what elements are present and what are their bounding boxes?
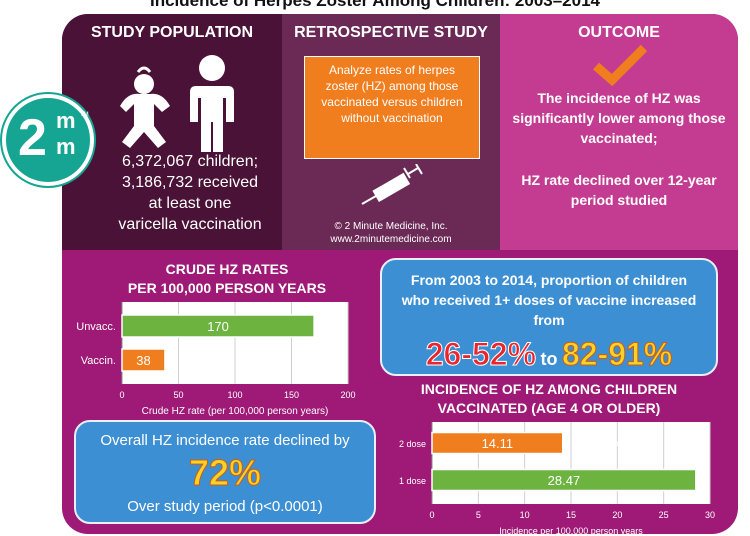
retrospective-study-header: RETROSPECTIVE STUDY bbox=[294, 24, 488, 41]
copyright-block: © 2 Minute Medicine, Inc. www.2minutemed… bbox=[282, 220, 500, 246]
checkmark-icon bbox=[593, 44, 648, 86]
outcome-text-2: HZ rate declined over 12-year period stu… bbox=[521, 172, 717, 208]
x-tick-label: 25 bbox=[659, 510, 669, 520]
population-line-3: at least one bbox=[148, 195, 232, 212]
study-aim-box: Analyze rates of herpes zoster (HZ) amon… bbox=[304, 56, 480, 159]
incidence-chart-title: INCIDENCE OF HZ AMONG CHILDREN VACCINATE… bbox=[380, 380, 718, 418]
infographic-card: STUDY POPULATION 6,372,067 children; 3,1… bbox=[62, 14, 738, 534]
overall-decline-line-2: Over study period (p<0.0001) bbox=[127, 498, 323, 515]
category-label: Vaccin. bbox=[81, 355, 116, 367]
bar bbox=[121, 348, 166, 372]
vaccination-range: 26-52% to 82-91% bbox=[382, 336, 716, 373]
bar-value-label: 170 bbox=[207, 319, 229, 334]
p-value-annotation: (p<0.0001) bbox=[591, 439, 635, 449]
crude-chart-title-line-1: CRUDE HZ RATES bbox=[165, 261, 289, 277]
crude-hz-rates-chart: 0 50 100 150 200 170 Unvacc. 38 Vaccin. (p<0.0001… bbox=[76, 302, 356, 417]
incidence-chart-title-line-2: VACCINATED (AGE 4 OR OLDER) bbox=[437, 400, 661, 416]
population-line-4: varicella vaccination bbox=[118, 216, 262, 233]
logo-two: 2 bbox=[18, 109, 47, 167]
logo-m-top: m bbox=[56, 108, 76, 133]
category-label: 1 dose bbox=[399, 476, 426, 486]
x-tick-label: 5 bbox=[476, 510, 481, 520]
outcome-panel: OUTCOME The incidence of HZ was signific… bbox=[500, 14, 738, 250]
range-to: 82-91% bbox=[561, 336, 673, 373]
bar bbox=[431, 431, 564, 455]
bar bbox=[431, 468, 697, 492]
x-tick-label: 30 bbox=[705, 510, 715, 520]
outcome-header: OUTCOME bbox=[578, 24, 660, 41]
x-axis-label: Incidence per 100,000 person years bbox=[499, 526, 643, 534]
logo-m-bottom: m bbox=[56, 134, 76, 159]
incidence-vaccinated-chart: 0 5 10 15 20 25 30 14.11 2 dose 28.47 1 dose (p<0.0… bbox=[399, 422, 715, 534]
x-tick-label: 20 bbox=[612, 510, 622, 520]
x-tick-label: 10 bbox=[520, 510, 530, 520]
population-line-2: 3,186,732 received bbox=[121, 174, 259, 191]
website-link[interactable]: www.2minutemedicine.com bbox=[330, 234, 452, 245]
overall-decline-percent: 72% bbox=[188, 452, 262, 494]
x-tick-label: 0 bbox=[119, 390, 124, 400]
vaccination-proportion-text: From 2003 to 2014, proportion of childre… bbox=[401, 272, 697, 328]
bar bbox=[121, 314, 315, 338]
category-label: Unvacc. bbox=[76, 321, 116, 333]
copyright-text: © 2 Minute Medicine, Inc. bbox=[334, 221, 448, 232]
range-to-word: to bbox=[540, 349, 558, 369]
x-tick-label: 15 bbox=[566, 510, 576, 520]
page-title: Incidence of Herpes Zoster Among Childre… bbox=[149, 0, 600, 10]
category-label: 2 dose bbox=[399, 439, 426, 449]
bar-value-label: 28.47 bbox=[548, 473, 581, 488]
x-tick-label: 150 bbox=[284, 390, 299, 400]
study-population-header: STUDY POPULATION bbox=[90, 24, 254, 41]
x-tick-label: 50 bbox=[173, 390, 183, 400]
crude-chart-title: CRUDE HZ RATES PER 100,000 PERSON YEARS bbox=[82, 260, 372, 298]
overall-decline-line-1: Overall HZ incidence rate declined by bbox=[100, 432, 350, 449]
vaccination-proportion-box: From 2003 to 2014, proportion of childre… bbox=[380, 258, 718, 376]
syringe-icon bbox=[361, 164, 423, 205]
x-tick-label: 0 bbox=[429, 510, 434, 520]
retrospective-study-panel: RETROSPECTIVE STUDY Analyze rates of her… bbox=[282, 14, 500, 250]
logo-trademark: TM bbox=[80, 112, 89, 118]
outcome-text-1: The incidence of HZ was significantly lo… bbox=[512, 90, 726, 146]
baby-icon bbox=[120, 66, 170, 148]
bar-value-label: 38 bbox=[136, 353, 150, 368]
study-population-panel: STUDY POPULATION 6,372,067 children; 3,1… bbox=[62, 14, 282, 250]
child-icon bbox=[190, 55, 234, 152]
overall-decline-box: Overall HZ incidence rate declined by 72… bbox=[74, 420, 376, 524]
x-tick-label: 200 bbox=[340, 390, 355, 400]
children-icon bbox=[120, 55, 234, 152]
p-value-annotation: (p<0.0001) bbox=[181, 356, 225, 366]
crude-chart-title-line-2: PER 100,000 PERSON YEARS bbox=[127, 280, 327, 296]
bar-value-label: 14.11 bbox=[482, 436, 514, 451]
study-population-text: 6,372,067 children; 3,186,732 received a… bbox=[98, 151, 282, 235]
population-line-1: 6,372,067 children; bbox=[121, 153, 259, 170]
x-axis-label: Crude HZ rate (per 100,000 person years) bbox=[142, 406, 329, 417]
2-minute-medicine-logo: 2 m m TM bbox=[2, 94, 94, 186]
x-tick-label: 100 bbox=[227, 390, 242, 400]
range-from: 26-52% bbox=[425, 336, 537, 373]
incidence-chart-title-line-1: INCIDENCE OF HZ AMONG CHILDREN bbox=[420, 381, 678, 397]
